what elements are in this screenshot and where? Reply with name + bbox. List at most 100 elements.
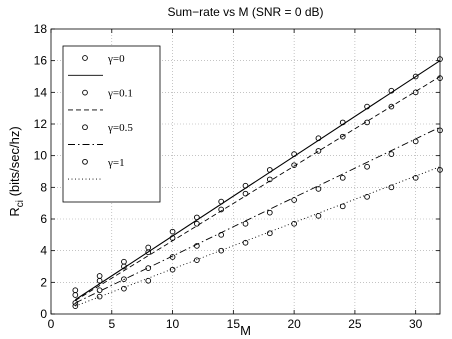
- data-point: [242, 190, 249, 197]
- data-point: [437, 56, 443, 62]
- data-point: [388, 184, 395, 191]
- grid: [51, 29, 440, 314]
- data-point: [291, 151, 297, 157]
- legend-box: [62, 45, 161, 203]
- data-point: [364, 163, 370, 170]
- data-point: [218, 231, 225, 238]
- y-tick-label: 4: [40, 244, 47, 258]
- data-point: [266, 209, 273, 216]
- x-axis-title: M: [240, 323, 251, 338]
- data-point: [315, 186, 322, 192]
- data-point: [169, 266, 176, 273]
- data-point: [169, 228, 176, 235]
- data-point: [242, 220, 249, 227]
- data-point: [145, 265, 152, 271]
- data-point: [315, 148, 322, 154]
- data-point: [194, 220, 200, 227]
- y-tick-label: 14: [34, 85, 48, 99]
- data-point: [364, 119, 370, 126]
- data-point: [194, 257, 200, 264]
- y-axis-title-subscript: ci: [15, 200, 26, 207]
- data-point: [145, 277, 152, 284]
- data-point: [266, 176, 273, 183]
- series-line: [75, 126, 441, 304]
- data-point: [315, 212, 322, 219]
- data-point: [218, 198, 225, 205]
- x-tick-label: 30: [409, 317, 423, 331]
- data-point: [339, 119, 346, 126]
- data-point: [437, 127, 443, 134]
- series-3: [72, 166, 443, 309]
- data-point: [169, 235, 176, 241]
- data-point: [121, 263, 127, 270]
- data-point: [412, 174, 419, 181]
- data-point: [388, 151, 395, 157]
- y-tick-label: 10: [34, 149, 48, 163]
- data-point: [339, 174, 346, 181]
- x-tick-label: 5: [108, 317, 115, 331]
- data-point: [437, 167, 443, 173]
- data-point: [412, 73, 419, 80]
- data-point: [339, 133, 346, 140]
- data-point: [291, 162, 297, 169]
- y-tick-label: 8: [40, 180, 47, 194]
- y-axis-title: Rci (bits/sec/hz): [7, 126, 26, 216]
- data-point: [364, 103, 370, 110]
- data-point: [194, 214, 200, 221]
- data-point: [169, 254, 176, 260]
- data-point: [218, 247, 225, 254]
- legend-marker: [82, 55, 88, 61]
- legend-marker: [82, 124, 88, 131]
- data-point: [412, 89, 419, 96]
- data-point: [121, 285, 127, 292]
- y-tick-label: 16: [34, 54, 48, 68]
- data-point: [218, 206, 225, 213]
- axes: 0 5 10 15 20 25 30 0 2 4 6 8 10 12 14 16 18: [34, 22, 441, 331]
- legend-label: γ=0.5: [107, 122, 133, 134]
- data-point: [364, 193, 370, 200]
- legend-marker: [82, 89, 88, 96]
- data-point: [242, 239, 249, 246]
- data-point: [72, 292, 79, 298]
- legend-label: γ=1: [107, 157, 125, 169]
- data-point: [96, 293, 103, 300]
- data-point: [194, 243, 200, 249]
- x-tick-label: 10: [166, 317, 180, 331]
- series-1: [72, 75, 443, 301]
- series-line: [75, 76, 441, 301]
- data-point: [388, 103, 395, 110]
- data-point: [145, 249, 152, 256]
- y-tick-label: 6: [40, 212, 47, 226]
- y-tick-label: 2: [40, 275, 47, 289]
- data-point: [437, 75, 443, 81]
- plot-frame: [50, 28, 441, 315]
- chart-title: Sum−rate vs M (SNR = 0 dB): [167, 5, 323, 19]
- y-tick-label: 18: [34, 22, 48, 36]
- data-point: [72, 303, 79, 309]
- x-tick-label: 25: [348, 317, 362, 331]
- data-point: [412, 138, 419, 145]
- data-point: [96, 277, 103, 284]
- data-point: [291, 220, 297, 227]
- data-point: [388, 87, 395, 94]
- series-group: [72, 56, 443, 309]
- legend-label: γ=0: [107, 53, 125, 65]
- y-tick-label: 12: [34, 117, 48, 131]
- y-axis-title-units: (bits/sec/hz): [7, 126, 22, 200]
- y-axis-title-main: R: [7, 207, 22, 216]
- data-point: [315, 135, 322, 142]
- series-line: [75, 60, 441, 301]
- legend: γ=0 γ=0.1 γ=0.5 γ=1: [62, 45, 161, 203]
- data-point: [72, 300, 79, 306]
- legend-label: γ=0.1: [107, 88, 133, 100]
- data-point: [291, 197, 297, 203]
- data-point: [339, 203, 346, 210]
- legend-marker: [82, 158, 88, 165]
- data-point: [121, 276, 127, 283]
- y-tick-label: 0: [40, 307, 47, 321]
- data-point: [242, 182, 249, 189]
- data-point: [96, 287, 103, 294]
- series-2: [72, 126, 443, 306]
- x-tick-label: 20: [287, 317, 301, 331]
